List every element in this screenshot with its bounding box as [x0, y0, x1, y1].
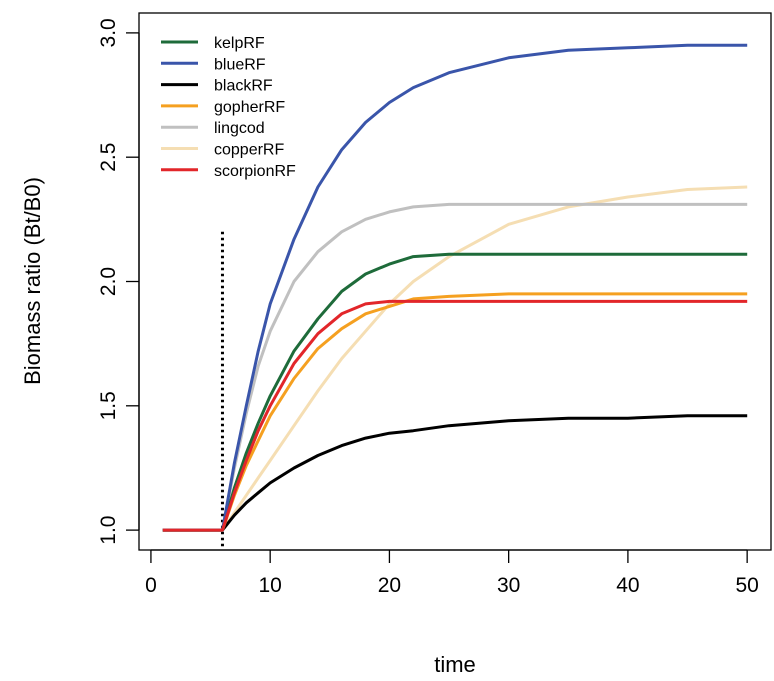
series-line-gopherRF	[162, 292, 748, 532]
y-axis-title: Biomass ratio (Bt/B0)	[20, 177, 45, 385]
legend-label-blueRF: blueRF	[214, 56, 266, 73]
series-line-blackRF	[162, 414, 748, 532]
x-axis: 0 10 20 30 40 50	[145, 549, 759, 597]
legend-label-scorpionRF: scorpionRF	[214, 163, 296, 180]
x-tick-label: 0	[145, 574, 157, 597]
legend-label-gopherRF: gopherRF	[214, 99, 285, 116]
x-tick-label: 30	[497, 574, 520, 597]
legend-label-lingcod: lingcod	[214, 120, 265, 137]
y-tick-label: 1.5	[97, 391, 120, 420]
y-tick-label: 2.0	[97, 267, 120, 296]
legend: kelpRF blueRF blackRF gopherRF lingcod copper…	[161, 35, 296, 180]
y-axis: 1.0 1.5 2.0 2.5 3.0	[97, 18, 140, 545]
x-tick-label: 40	[616, 574, 639, 597]
x-tick-label: 50	[735, 574, 758, 597]
y-tick-label: 2.5	[97, 143, 120, 172]
legend-label-blackRF: blackRF	[214, 78, 273, 95]
legend-label-kelpRF: kelpRF	[214, 35, 265, 52]
x-tick-label: 10	[258, 574, 281, 597]
legend-label-copperRF: copperRF	[214, 142, 284, 159]
series-layer	[162, 43, 748, 532]
x-axis-title: time	[434, 652, 476, 677]
y-tick-label: 3.0	[97, 18, 120, 47]
series-line-copperRF	[162, 185, 748, 532]
x-tick-label: 20	[378, 574, 401, 597]
y-tick-label: 1.0	[97, 516, 120, 545]
series-line-scorpionRF	[162, 299, 748, 532]
